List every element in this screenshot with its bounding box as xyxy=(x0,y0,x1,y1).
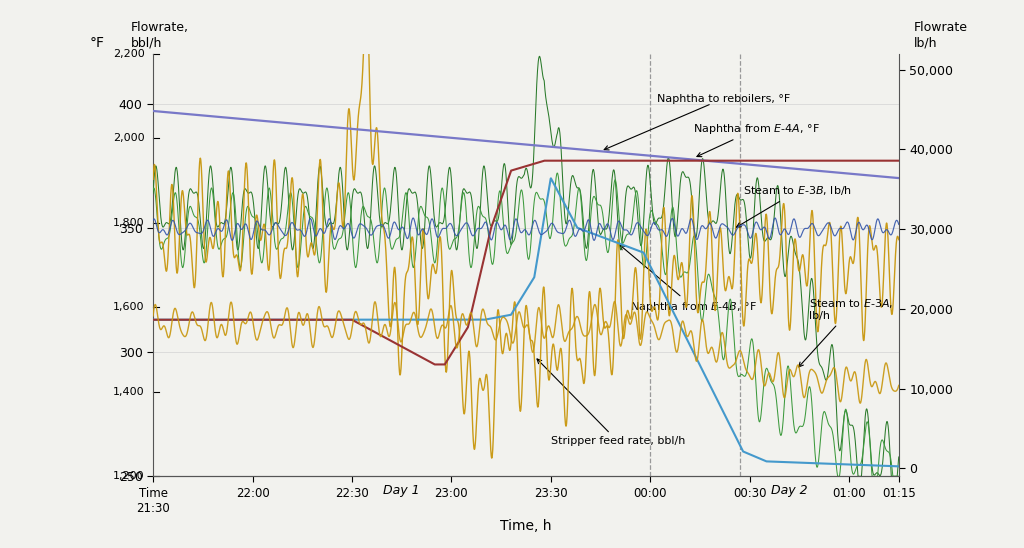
Text: 2,000: 2,000 xyxy=(113,133,144,144)
Text: Flowrate
lb/h: Flowrate lb/h xyxy=(913,21,968,50)
Text: 1,200: 1,200 xyxy=(113,471,144,481)
Text: Day 2: Day 2 xyxy=(771,484,808,496)
Text: 2,200: 2,200 xyxy=(113,49,144,59)
Text: Flowrate,
bbl/h: Flowrate, bbl/h xyxy=(131,21,188,50)
Text: 1,400: 1,400 xyxy=(113,387,144,397)
Text: Naphtha to reboilers, °F: Naphtha to reboilers, °F xyxy=(604,94,791,150)
Text: Naphtha from $E$-$4B$, °F: Naphtha from $E$-$4B$, °F xyxy=(621,246,757,315)
Text: Naphtha from $E$-$4A$, °F: Naphtha from $E$-$4A$, °F xyxy=(693,122,820,157)
Text: °F: °F xyxy=(90,36,104,50)
X-axis label: Time, h: Time, h xyxy=(500,519,552,533)
Text: Steam to $E$-$3B$, lb/h: Steam to $E$-$3B$, lb/h xyxy=(736,184,852,227)
Text: Day 1: Day 1 xyxy=(383,484,420,496)
Text: 1,600: 1,600 xyxy=(114,302,144,312)
Text: 1,800: 1,800 xyxy=(113,218,144,228)
Text: Stripper feed rate, bbl/h: Stripper feed rate, bbl/h xyxy=(537,359,685,447)
Text: Steam to $E$-$3A$,
lb/h: Steam to $E$-$3A$, lb/h xyxy=(799,296,894,367)
